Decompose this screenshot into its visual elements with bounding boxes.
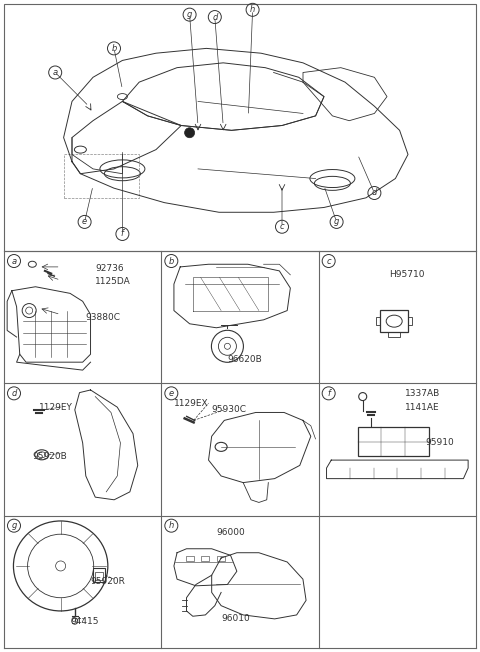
Text: 95930C: 95930C: [212, 406, 247, 414]
Text: b: b: [111, 44, 117, 53]
Bar: [96, 572, 103, 580]
Bar: [376, 317, 380, 325]
Text: 1129EY: 1129EY: [38, 403, 72, 411]
Text: g: g: [187, 10, 192, 19]
Text: f: f: [327, 389, 330, 398]
Text: a: a: [53, 68, 58, 77]
Bar: [408, 317, 412, 325]
Text: 92736: 92736: [95, 263, 124, 273]
Text: 94415: 94415: [70, 617, 98, 626]
Text: h: h: [168, 521, 174, 530]
Text: h: h: [250, 5, 255, 14]
Bar: [4, 4, 476, 251]
Bar: [388, 332, 400, 337]
Text: 96010: 96010: [221, 614, 250, 623]
Bar: [358, 427, 429, 456]
Bar: [63, 155, 139, 198]
Text: 95920B: 95920B: [32, 452, 67, 460]
Text: d: d: [212, 12, 217, 22]
Text: g: g: [12, 521, 17, 530]
Text: f: f: [121, 230, 124, 239]
Text: b: b: [168, 256, 174, 265]
Text: d: d: [372, 188, 377, 198]
Text: d: d: [12, 389, 17, 398]
Bar: [94, 569, 106, 582]
Text: 1141AE: 1141AE: [405, 403, 440, 411]
Text: 1125DA: 1125DA: [95, 277, 131, 286]
Text: 93880C: 93880C: [86, 313, 121, 321]
Text: 95920R: 95920R: [91, 577, 125, 586]
Text: c: c: [326, 256, 331, 265]
Text: 1337AB: 1337AB: [405, 389, 441, 398]
Text: a: a: [12, 256, 17, 265]
Text: e: e: [82, 217, 87, 226]
Bar: [217, 556, 225, 561]
Text: H95710: H95710: [389, 271, 425, 279]
Text: c: c: [280, 222, 284, 231]
Text: 96620B: 96620B: [228, 355, 262, 364]
Bar: [380, 310, 408, 332]
Bar: [186, 556, 193, 561]
Text: e: e: [169, 389, 174, 398]
Text: 96000: 96000: [216, 528, 245, 537]
Bar: [202, 556, 209, 561]
Text: g: g: [334, 217, 339, 226]
Circle shape: [185, 128, 194, 138]
Text: 95910: 95910: [426, 438, 455, 447]
Text: 1129EX: 1129EX: [174, 398, 208, 408]
